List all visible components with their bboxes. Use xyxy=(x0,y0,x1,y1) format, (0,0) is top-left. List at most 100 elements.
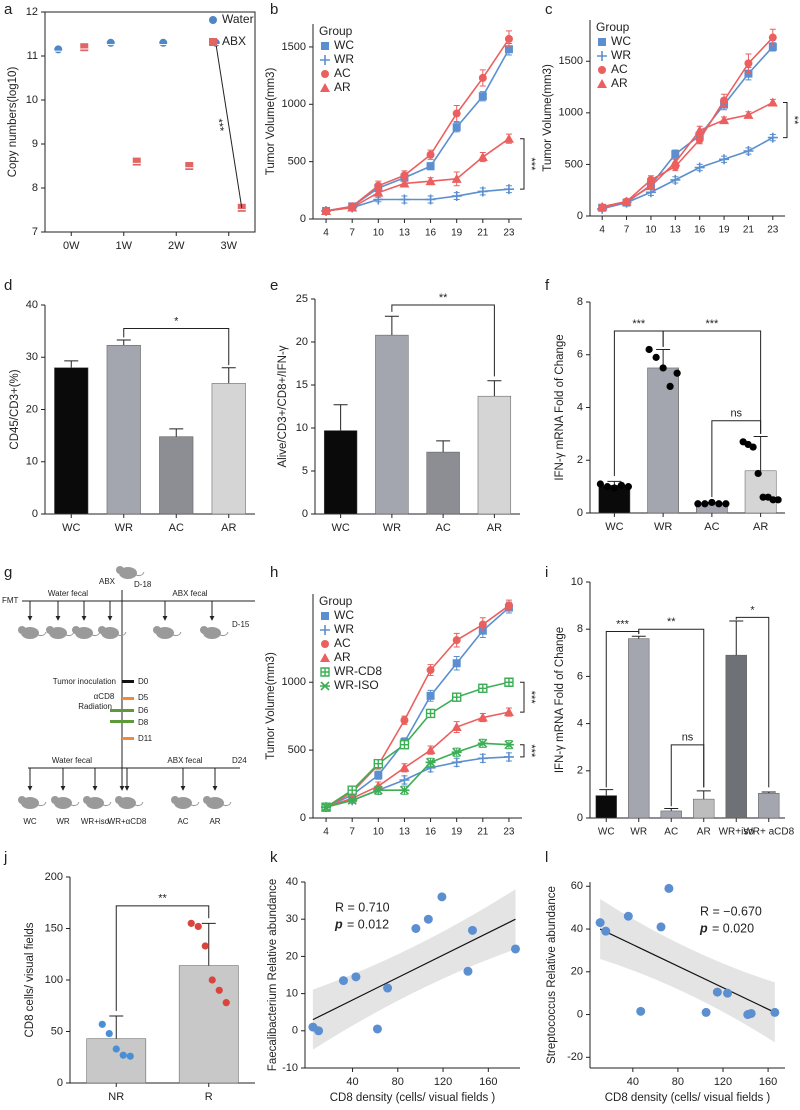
significance-bracket xyxy=(670,744,705,807)
y-tick-label: 40 xyxy=(26,299,38,311)
marker xyxy=(185,162,194,170)
x-tick-label: 23 xyxy=(503,827,515,838)
marker xyxy=(320,625,330,635)
data-point xyxy=(351,972,361,982)
bar xyxy=(106,344,141,515)
marker xyxy=(321,802,332,812)
y-tick-label: 60 xyxy=(571,880,583,892)
y-tick-label: 30 xyxy=(26,351,38,363)
y-tick-label: 150 xyxy=(45,922,63,934)
marker xyxy=(80,43,89,52)
y-tick-label: 8 xyxy=(32,182,38,194)
significance-label: ** xyxy=(788,116,800,125)
x-axis-label: CD8 density (cells/ visual fields ) xyxy=(330,1092,496,1104)
marker xyxy=(504,34,513,43)
data-point xyxy=(770,1007,780,1017)
panel-label: g xyxy=(4,564,12,581)
significance-label: *** xyxy=(525,158,537,172)
marker xyxy=(743,146,754,157)
data-point xyxy=(194,922,202,931)
marker xyxy=(504,601,513,610)
mouse-icon xyxy=(70,801,80,807)
y-axis-label: IFN-γ mRNA Fold of Change xyxy=(554,627,566,773)
x-tick-label: 13 xyxy=(670,225,682,236)
mouse-icon xyxy=(65,631,75,637)
marker xyxy=(720,96,729,105)
panel-label: d xyxy=(4,277,12,294)
bar xyxy=(375,334,409,515)
significance-label: * xyxy=(174,315,179,327)
y-tick-label: 9 xyxy=(32,138,38,150)
marker xyxy=(321,70,329,78)
marker xyxy=(695,135,704,144)
x-tick-label: WC xyxy=(598,827,615,838)
y-tick-label: 7 xyxy=(32,226,38,238)
bar xyxy=(54,367,89,515)
significance-bracket xyxy=(115,905,210,1011)
mouse-icon xyxy=(190,801,200,807)
bar xyxy=(86,1038,147,1084)
data-point xyxy=(338,976,348,986)
marker xyxy=(477,186,488,197)
y-tick-label: 0 xyxy=(292,1025,298,1037)
significance-label: * xyxy=(750,604,755,616)
bar xyxy=(426,451,460,515)
data-point xyxy=(749,443,757,451)
data-point xyxy=(222,999,230,1007)
data-point xyxy=(769,496,777,504)
data-point xyxy=(722,500,730,508)
y-tick-label: 0 xyxy=(300,812,306,824)
marker xyxy=(425,745,436,755)
diagram-text: D24 xyxy=(232,756,247,765)
marker xyxy=(347,795,358,805)
group-label: WR+αCD8 xyxy=(108,817,147,826)
x-tick-label: 4 xyxy=(599,225,605,236)
x-tick-label: 21 xyxy=(743,225,755,236)
mouse-icon xyxy=(116,566,124,574)
bar xyxy=(477,395,512,515)
y-tick-label: 0 xyxy=(577,1008,583,1020)
y-tick-label: 0 xyxy=(302,508,308,520)
y-tick-label: -10 xyxy=(282,1062,298,1074)
mouse-icon xyxy=(37,631,47,637)
bar xyxy=(725,654,747,819)
significance-label: ** xyxy=(158,893,167,905)
x-tick-label: 160 xyxy=(759,1076,777,1088)
y-tick-label: 2 xyxy=(577,454,583,466)
legend-label: AC xyxy=(334,636,351,650)
y-axis-label: Streptococcus Relative abundance xyxy=(546,886,558,1064)
diagram-text: D6 xyxy=(138,706,149,715)
marker xyxy=(478,92,487,101)
y-tick-label: 12 xyxy=(26,6,38,18)
marker xyxy=(320,667,330,677)
stat-label: = 0.012 xyxy=(347,917,389,931)
data-point xyxy=(187,919,195,927)
legend-label: AR xyxy=(334,80,351,94)
marker xyxy=(451,191,462,202)
y-tick-label: 20 xyxy=(26,403,38,415)
diagram-text: ABX fecal xyxy=(172,589,207,598)
marker xyxy=(347,202,358,212)
y-tick-label: 20 xyxy=(571,966,583,978)
y-tick-label: 6 xyxy=(577,670,583,682)
x-tick-label: 23 xyxy=(503,228,515,239)
bar xyxy=(693,798,715,819)
significance-bracket xyxy=(520,744,525,758)
marker xyxy=(426,150,435,159)
marker xyxy=(321,640,329,648)
legend-label: AC xyxy=(611,62,628,76)
marker xyxy=(503,707,514,717)
y-tick-label: 6 xyxy=(577,349,583,361)
legend-label: AR xyxy=(611,76,628,90)
y-tick-label: 100 xyxy=(45,974,63,986)
panel-label: f xyxy=(545,277,550,294)
x-tick-label: 4 xyxy=(323,228,329,239)
data-point xyxy=(656,922,666,932)
marker xyxy=(451,692,462,702)
x-tick-label: 19 xyxy=(451,827,463,838)
y-tick-label: 40 xyxy=(571,923,583,935)
stat-label: R = −0.670 xyxy=(700,904,762,918)
mouse-icon xyxy=(37,801,47,807)
marker xyxy=(320,681,330,691)
